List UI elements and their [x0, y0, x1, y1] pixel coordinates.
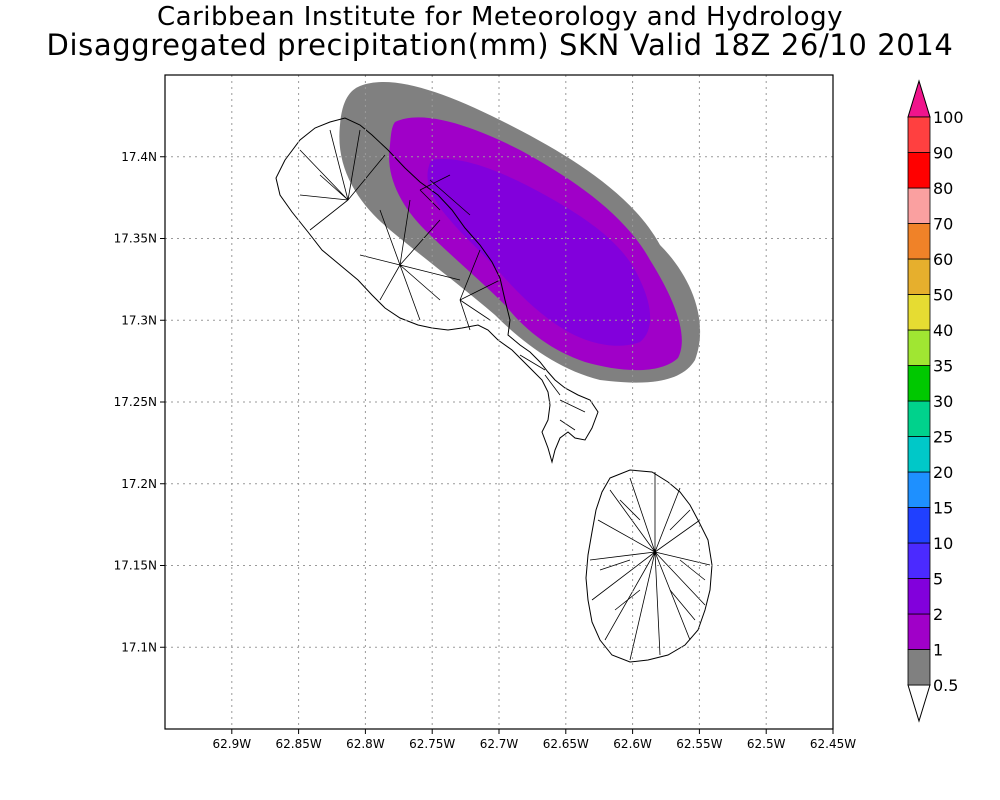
lon-tick-label: 62.65W	[543, 737, 589, 751]
colorbar-segment	[907, 507, 931, 544]
colorbar-segment	[907, 649, 931, 686]
island-st-kitts	[275, 117, 599, 464]
lon-tick-label: 62.55W	[676, 737, 722, 751]
colorbar-segment	[907, 152, 931, 189]
latitude-axis: 17.1N 17.15N 17.2N 17.25N 17.3N 17.35N 17.4N	[114, 150, 165, 654]
chart-title: Caribbean Institute for Meteorology and …	[157, 2, 843, 32]
colorbar-label: 100	[933, 108, 964, 127]
colorbar-label: 5	[933, 570, 943, 589]
chart-subtitle: Disaggregated precipitation(mm) SKN Vali…	[46, 28, 954, 62]
drainage-network-nevis	[589, 472, 711, 661]
colorbar-label: 15	[933, 499, 953, 518]
lon-tick-label: 62.45W	[810, 737, 856, 751]
colorbar-label: 35	[933, 357, 953, 376]
colorbar-label: 60	[933, 250, 953, 269]
colorbar-label: 50	[933, 286, 953, 305]
colorbar-label: 0.5	[933, 676, 958, 695]
lat-tick-label: 17.15N	[114, 559, 157, 573]
colorbar-segment	[907, 116, 931, 153]
island-nevis	[585, 469, 713, 663]
colorbar-segment	[907, 223, 931, 260]
lon-tick-label: 62.6W	[613, 737, 652, 751]
drainage-network-st-kitts	[299, 129, 586, 431]
colorbar-segment	[907, 294, 931, 331]
colorbar-lower-extension	[907, 684, 931, 723]
lat-tick-label: 17.2N	[121, 477, 157, 491]
colorbar-segment	[907, 187, 931, 224]
colorbar-label: 90	[933, 144, 953, 163]
colorbar-label: 10	[933, 534, 953, 553]
colorbar-label: 80	[933, 179, 953, 198]
colorbar-segment	[907, 471, 931, 508]
lon-tick-label: 62.7W	[480, 737, 519, 751]
lon-tick-label: 62.75W	[409, 737, 455, 751]
colorbar-segment	[907, 578, 931, 615]
lat-tick-label: 17.3N	[121, 313, 157, 327]
colorbar-segment	[907, 329, 931, 366]
lon-tick-label: 62.85W	[275, 737, 321, 751]
colorbar-segment	[907, 542, 931, 579]
lat-tick-label: 17.35N	[114, 232, 157, 246]
colorbar-segment	[907, 258, 931, 295]
colorbar-upper-extension	[907, 79, 931, 118]
lat-tick-label: 17.25N	[114, 395, 157, 409]
lon-tick-label: 62.5W	[747, 737, 786, 751]
lat-tick-label: 17.4N	[121, 150, 157, 164]
lon-tick-label: 62.9W	[213, 737, 252, 751]
colorbar-label: 25	[933, 428, 953, 447]
colorbar-segment	[907, 436, 931, 473]
lat-tick-label: 17.1N	[121, 640, 157, 654]
colorbar-label: 30	[933, 392, 953, 411]
precip-band-2-5	[427, 159, 651, 346]
colorbar-label: 40	[933, 321, 953, 340]
colorbar-label: 2	[933, 605, 943, 624]
lon-tick-label: 62.8W	[346, 737, 385, 751]
colorbar-label: 70	[933, 215, 953, 234]
colorbar-segment	[907, 613, 931, 650]
colorbar-segment	[907, 400, 931, 437]
colorbar-label: 20	[933, 463, 953, 482]
coastlines	[275, 117, 713, 663]
colorbar-segment	[907, 365, 931, 402]
colorbar-label: 1	[933, 641, 943, 660]
longitude-axis: 62.9W 62.85W 62.8W 62.75W 62.7W 62.65W 62.6W 62…	[213, 729, 856, 751]
